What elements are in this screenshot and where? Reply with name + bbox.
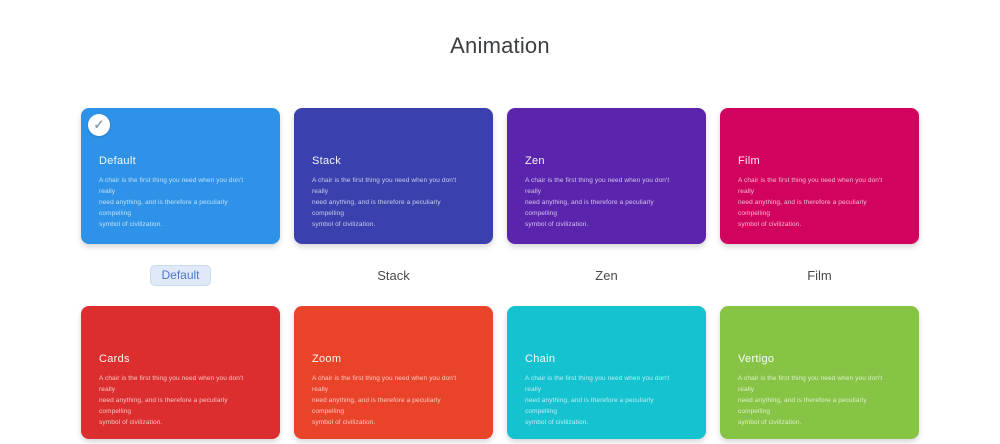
- card-title: Cards: [99, 353, 130, 365]
- card-stack[interactable]: Stack A chair is the first thing you nee…: [294, 108, 493, 244]
- card-label-default[interactable]: Default: [150, 264, 211, 286]
- label-cell: Zen: [507, 244, 706, 306]
- card-label-film[interactable]: Film: [807, 267, 832, 283]
- card-description: A chair is the first thing you need when…: [99, 177, 244, 228]
- card-default[interactable]: ✓ Default A chair is the first thing you…: [81, 108, 280, 244]
- card-title: Chain: [525, 353, 556, 365]
- animation-cards-grid: ✓ Default A chair is the first thing you…: [81, 108, 919, 439]
- check-icon: ✓: [88, 114, 110, 136]
- label-cell: Default: [81, 244, 280, 306]
- card-title: Vertigo: [738, 353, 775, 365]
- card-zen[interactable]: Zen A chair is the first thing you need …: [507, 108, 706, 244]
- card-description: A chair is the first thing you need when…: [99, 375, 244, 426]
- card-label-stack[interactable]: Stack: [377, 267, 410, 283]
- card-title: Zen: [525, 155, 545, 167]
- card-label-zen[interactable]: Zen: [595, 267, 618, 283]
- card-description: A chair is the first thing you need when…: [525, 177, 670, 228]
- card-chain[interactable]: Chain A chair is the first thing you nee…: [507, 306, 706, 439]
- card-zoom[interactable]: Zoom A chair is the first thing you need…: [294, 306, 493, 439]
- card-title: Zoom: [312, 353, 342, 365]
- card-description: A chair is the first thing you need when…: [312, 177, 457, 228]
- card-cards[interactable]: Cards A chair is the first thing you nee…: [81, 306, 280, 439]
- label-cell: Stack: [294, 244, 493, 306]
- card-title: Stack: [312, 155, 342, 167]
- card-description: A chair is the first thing you need when…: [525, 375, 670, 426]
- card-description: A chair is the first thing you need when…: [312, 375, 457, 426]
- card-description: A chair is the first thing you need when…: [738, 177, 883, 228]
- card-title: Film: [738, 155, 760, 167]
- card-description: A chair is the first thing you need when…: [738, 375, 883, 426]
- card-film[interactable]: Film A chair is the first thing you need…: [720, 108, 919, 244]
- card-vertigo[interactable]: Vertigo A chair is the first thing you n…: [720, 306, 919, 439]
- page-title: Animation: [450, 33, 550, 58]
- label-cell: Film: [720, 244, 919, 306]
- card-title: Default: [99, 155, 136, 167]
